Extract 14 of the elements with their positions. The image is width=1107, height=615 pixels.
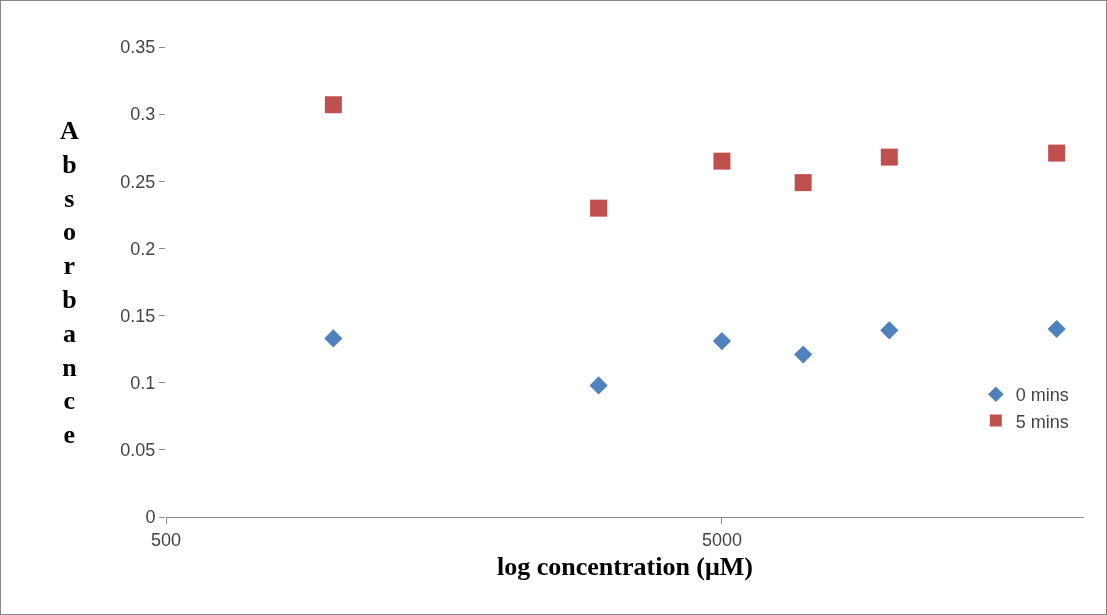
y-tick-label: 0.1: [130, 373, 156, 394]
legend-label: 5 mins: [1015, 411, 1069, 432]
y-tick-label: 0.3: [130, 104, 156, 125]
y-tick-label: 0.25: [120, 171, 156, 192]
x-axis-title: log concentration (μM): [497, 552, 753, 582]
y-tick-label: 0.35: [120, 37, 156, 58]
text: Absorbance: [60, 116, 79, 450]
y-tick-label: 0.2: [130, 238, 156, 259]
x-tick-label: 5000: [701, 529, 742, 550]
y-tick-label: 0.15: [120, 305, 156, 326]
x-tick-label: 500: [150, 529, 182, 550]
legend-label: 0 mins: [1015, 385, 1069, 406]
y-tick-label: 0: [145, 507, 156, 528]
y-tick-label: 0.05: [120, 440, 156, 461]
